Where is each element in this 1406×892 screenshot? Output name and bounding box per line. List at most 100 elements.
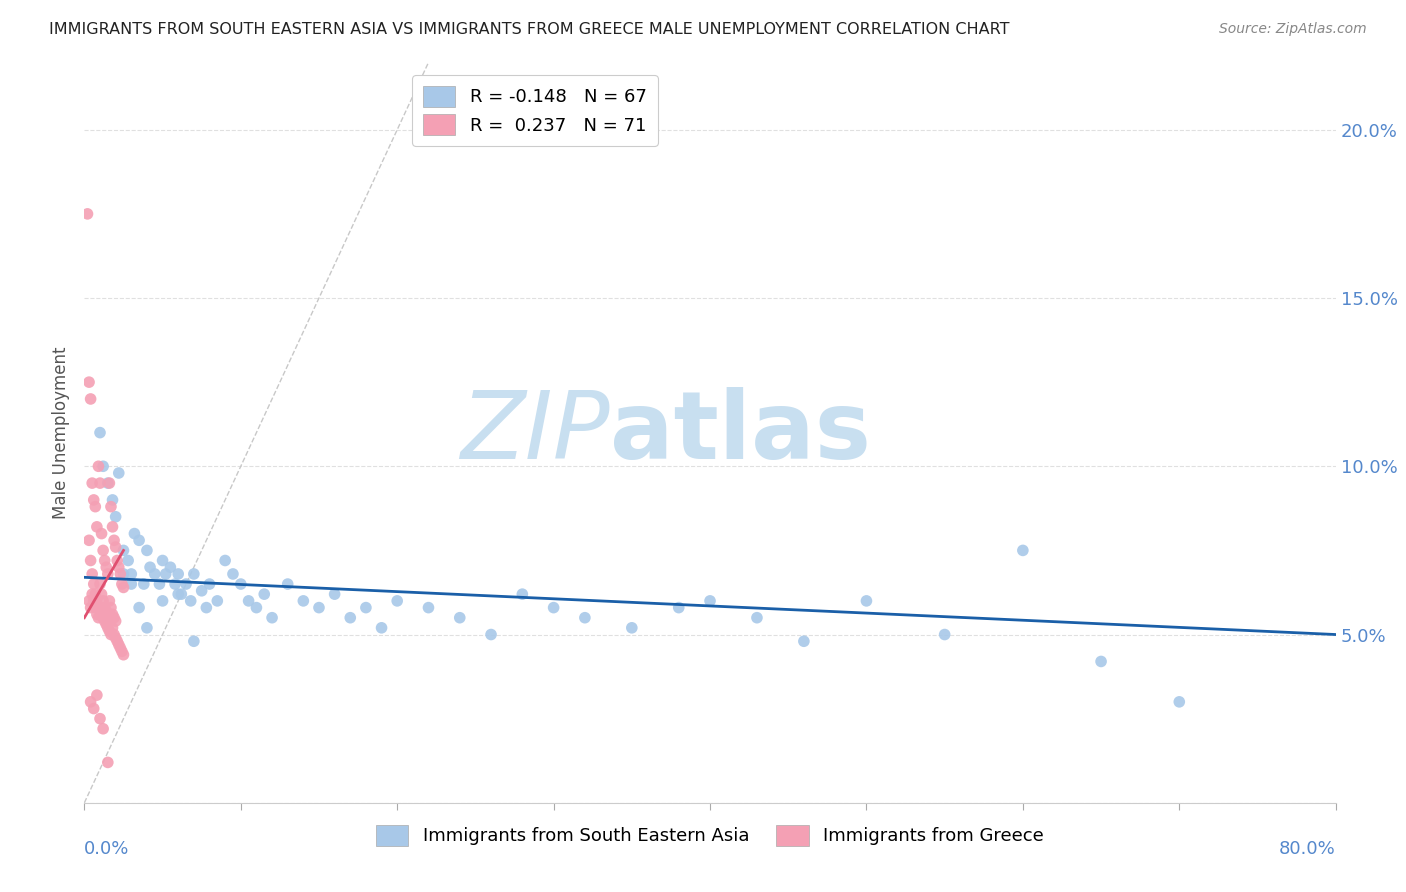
Point bbox=[111, 577, 134, 591]
Point bbox=[100, 500, 122, 514]
Point bbox=[77, 375, 100, 389]
Point bbox=[104, 540, 127, 554]
Point bbox=[104, 509, 127, 524]
Point bbox=[136, 543, 159, 558]
Point bbox=[82, 566, 104, 581]
Point bbox=[86, 607, 108, 622]
Point bbox=[132, 577, 155, 591]
Point bbox=[167, 566, 190, 581]
Point bbox=[170, 587, 193, 601]
Point bbox=[112, 543, 135, 558]
Point bbox=[84, 500, 107, 514]
Point bbox=[107, 560, 129, 574]
Point bbox=[136, 621, 159, 635]
Point bbox=[308, 600, 330, 615]
Point bbox=[1090, 655, 1112, 669]
Point bbox=[77, 533, 100, 548]
Point bbox=[79, 695, 101, 709]
Point bbox=[385, 594, 409, 608]
Point bbox=[139, 560, 162, 574]
Text: IMMIGRANTS FROM SOUTH EASTERN ASIA VS IMMIGRANTS FROM GREECE MALE UNEMPLOYMENT C: IMMIGRANTS FROM SOUTH EASTERN ASIA VS IM… bbox=[49, 22, 1010, 37]
Point bbox=[84, 600, 107, 615]
Point bbox=[77, 594, 100, 608]
Point bbox=[245, 600, 267, 615]
Point bbox=[574, 610, 596, 624]
Point bbox=[190, 583, 212, 598]
Point bbox=[91, 610, 114, 624]
Point bbox=[159, 560, 181, 574]
Point bbox=[543, 600, 565, 615]
Point bbox=[238, 594, 260, 608]
Point bbox=[111, 644, 134, 658]
Point bbox=[107, 466, 129, 480]
Point bbox=[104, 614, 127, 628]
Point bbox=[86, 520, 108, 534]
Point bbox=[100, 600, 122, 615]
Point bbox=[110, 566, 132, 581]
Point bbox=[79, 600, 101, 615]
Point bbox=[97, 621, 120, 635]
Point bbox=[148, 577, 170, 591]
Point bbox=[86, 688, 108, 702]
Point bbox=[86, 594, 108, 608]
Point bbox=[183, 566, 205, 581]
Point bbox=[97, 607, 120, 622]
Point bbox=[1168, 695, 1191, 709]
Point bbox=[91, 459, 114, 474]
Point bbox=[89, 712, 111, 726]
Legend: Immigrants from South Eastern Asia, Immigrants from Greece: Immigrants from South Eastern Asia, Immi… bbox=[368, 818, 1052, 853]
Point bbox=[101, 492, 124, 507]
Point bbox=[101, 607, 124, 622]
Point bbox=[97, 476, 120, 491]
Point bbox=[323, 587, 346, 601]
Point bbox=[152, 553, 174, 567]
Point bbox=[83, 577, 105, 591]
Point bbox=[103, 610, 125, 624]
Point bbox=[165, 577, 187, 591]
Point bbox=[103, 533, 125, 548]
Point bbox=[143, 566, 166, 581]
Point bbox=[90, 526, 112, 541]
Point bbox=[79, 553, 101, 567]
Point bbox=[96, 604, 118, 618]
Point bbox=[87, 459, 110, 474]
Point bbox=[128, 600, 150, 615]
Point bbox=[699, 594, 721, 608]
Point bbox=[90, 587, 112, 601]
Point bbox=[195, 600, 218, 615]
Point bbox=[104, 631, 127, 645]
Point bbox=[82, 587, 104, 601]
Text: ZIP: ZIP bbox=[460, 387, 610, 478]
Point bbox=[620, 621, 643, 635]
Point bbox=[98, 476, 121, 491]
Point bbox=[855, 594, 877, 608]
Text: atlas: atlas bbox=[610, 386, 870, 479]
Point bbox=[101, 621, 124, 635]
Point bbox=[90, 607, 112, 622]
Point bbox=[98, 594, 121, 608]
Text: 0.0%: 0.0% bbox=[84, 840, 129, 858]
Point bbox=[339, 610, 361, 624]
Point bbox=[207, 594, 229, 608]
Point bbox=[83, 594, 105, 608]
Point bbox=[89, 600, 111, 615]
Point bbox=[89, 476, 111, 491]
Point bbox=[222, 566, 245, 581]
Point bbox=[79, 392, 101, 406]
Point bbox=[83, 701, 105, 715]
Point bbox=[214, 553, 236, 567]
Point bbox=[101, 520, 124, 534]
Point bbox=[100, 627, 122, 641]
Point bbox=[93, 614, 115, 628]
Point bbox=[198, 577, 221, 591]
Point bbox=[84, 587, 107, 601]
Point bbox=[89, 577, 111, 591]
Point bbox=[183, 634, 205, 648]
Point bbox=[112, 648, 135, 662]
Point bbox=[449, 610, 471, 624]
Point bbox=[180, 594, 202, 608]
Point bbox=[229, 577, 252, 591]
Point bbox=[103, 627, 125, 641]
Point bbox=[262, 610, 284, 624]
Point bbox=[96, 560, 118, 574]
